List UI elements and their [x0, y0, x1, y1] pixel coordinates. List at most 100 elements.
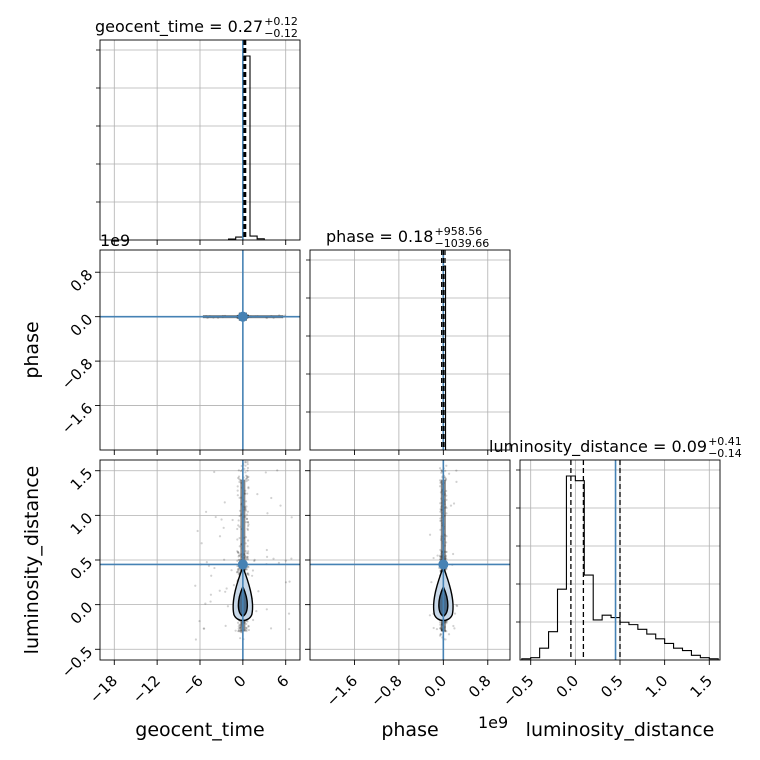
scatter-point — [455, 469, 458, 472]
scatter-point — [238, 623, 241, 626]
panel-phase-geocent_time — [95, 249, 301, 455]
scatter-point — [256, 493, 259, 496]
scatter-point — [435, 627, 439, 631]
tick-label-x: 0.8 — [465, 672, 495, 702]
scatter-point — [290, 557, 293, 560]
title-luminosity_distance: luminosity_distance = 0.09 — [489, 437, 707, 457]
scatter-point — [430, 581, 433, 584]
scatter-point — [246, 620, 249, 623]
tick-label-y: −0.8 — [58, 355, 96, 393]
scatter-point — [252, 618, 255, 622]
scatter-point — [238, 496, 241, 499]
scatter-point — [265, 555, 269, 559]
scatter-point — [255, 609, 258, 613]
scatter-point — [438, 621, 442, 624]
scatter-point — [439, 626, 442, 630]
tick-label-y: 0.5 — [67, 554, 97, 584]
scatter-point — [237, 569, 240, 573]
scatter-point — [244, 509, 248, 512]
scatter-point — [245, 474, 248, 477]
axis-label-x: luminosity_distance — [526, 719, 715, 741]
scatter-point — [202, 627, 205, 630]
scatter-point — [237, 567, 240, 570]
scatter-point — [245, 552, 249, 555]
scatter-point — [269, 627, 273, 630]
scatter-point — [247, 486, 250, 489]
panel-luminosity_distance-geocent_time — [95, 459, 301, 665]
scatter-point — [205, 560, 208, 564]
scatter-point — [438, 467, 442, 470]
scatter-point — [214, 515, 217, 519]
scatter-point — [203, 627, 206, 630]
tick-label-y: 0.0 — [67, 598, 97, 628]
scatter-point — [237, 627, 240, 630]
scatter-point — [244, 461, 247, 464]
scatter-point — [247, 475, 250, 479]
scatter-point — [246, 555, 249, 559]
scatter-point — [207, 564, 211, 567]
scatter-point — [238, 514, 241, 518]
scatter-point — [243, 467, 246, 470]
scatter-point — [213, 566, 216, 570]
scatter-point — [237, 555, 240, 558]
scatter-point — [223, 558, 226, 561]
scatter-point — [272, 557, 275, 560]
scatter-point — [223, 501, 226, 504]
scatter-point — [444, 469, 447, 472]
scatter-point — [204, 510, 208, 513]
scatter-point — [448, 472, 451, 475]
scatter-point — [253, 559, 256, 563]
scatter-point — [244, 464, 247, 467]
scatter-point — [236, 559, 239, 562]
scatter-point — [238, 626, 241, 629]
scatter-point — [245, 478, 248, 481]
scatter-point — [246, 466, 250, 470]
scatter-point — [245, 517, 248, 520]
scatter-point — [246, 545, 249, 548]
tick-label-x: −0.5 — [499, 672, 537, 710]
injection-point — [237, 559, 248, 570]
scatter-point — [287, 612, 291, 615]
tick-label-x: −0.8 — [367, 672, 405, 710]
scatter-point — [238, 554, 241, 557]
scatter-point — [245, 477, 248, 480]
tick-label-y: 0.0 — [67, 310, 97, 340]
tick-label-y: −1.6 — [58, 399, 96, 437]
tick-label-y: 0.8 — [67, 266, 97, 296]
scatter-point — [240, 630, 243, 634]
scatter-point — [218, 589, 221, 592]
panel-geocent_time-geocent_time — [96, 39, 301, 245]
scatter-point — [196, 529, 199, 533]
scatter-point — [224, 590, 227, 593]
scatter-point — [247, 566, 250, 569]
scatter-point — [284, 581, 288, 584]
scatter-point — [276, 469, 279, 472]
scatter-point — [244, 460, 247, 463]
title-minus-luminosity_distance: −0.14 — [708, 447, 742, 460]
scatter-point — [446, 620, 449, 623]
scatter-point — [244, 471, 247, 474]
scatter-point — [230, 569, 233, 572]
scatter-point — [455, 480, 458, 484]
tick-label-x: 0 — [230, 672, 249, 691]
scatter-point — [251, 569, 255, 572]
scatter-point — [236, 489, 239, 492]
scatter-point — [439, 623, 442, 626]
scatter-point — [239, 469, 243, 473]
scatter-point — [231, 518, 234, 522]
scatter-point — [440, 468, 443, 472]
scatter-point — [245, 557, 249, 560]
scatter-point — [265, 608, 268, 611]
scatter-point — [247, 523, 250, 526]
scatter-point — [246, 539, 250, 542]
tick-label-x: −18 — [86, 672, 121, 707]
scatter-point — [237, 469, 240, 472]
scatter-point — [246, 558, 250, 561]
scatter-point — [247, 624, 250, 628]
scatter-point — [453, 612, 457, 615]
scatter-point — [236, 551, 240, 554]
scatter-point — [253, 558, 256, 561]
scatter-point — [238, 545, 241, 548]
scatter-point — [440, 471, 443, 474]
title-minus-phase: −1039.66 — [434, 237, 489, 250]
